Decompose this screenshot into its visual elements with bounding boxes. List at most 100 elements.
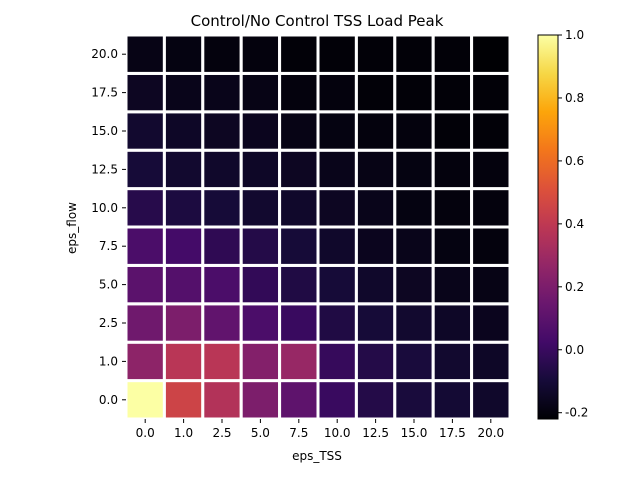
y-tick-label: 10.0	[91, 201, 118, 215]
heatmap-cell-9-2	[201, 33, 243, 75]
x-axis-label: eps_TSS	[292, 449, 342, 463]
heatmap-cell-3-4	[278, 263, 320, 306]
heatmap-cell-2-8	[431, 302, 474, 344]
x-tick-label: 5.0	[251, 426, 270, 440]
heatmap-cell-2-9	[470, 302, 512, 344]
y-tick-label: 2.5	[99, 316, 118, 330]
heatmap-cell-0-5	[316, 379, 358, 421]
heatmap-cell-1-1	[162, 340, 205, 383]
heatmap-cell-2-1	[162, 302, 205, 344]
colorbar-tick-label: 0.8	[565, 91, 584, 105]
heatmap-cell-9-8	[431, 33, 474, 75]
heatmap-cell-6-0	[124, 148, 166, 191]
heatmap-cell-0-4	[278, 379, 320, 421]
y-tick-label: 20.0	[91, 47, 118, 61]
heatmap-cell-5-5	[316, 187, 358, 229]
heatmap-cell-6-3	[239, 148, 282, 191]
heatmap-cell-0-8	[431, 379, 474, 421]
heatmap-cell-6-1	[162, 148, 205, 191]
heatmap-cell-4-2	[201, 225, 243, 267]
colorbar-tick-label: -0.2	[565, 406, 588, 420]
heatmap-cell-7-6	[354, 110, 397, 152]
heatmap-cell-9-9	[470, 33, 512, 75]
heatmap-cell-7-0	[124, 110, 166, 152]
heatmap-cell-2-3	[239, 302, 282, 344]
x-tick-label: 0.0	[136, 426, 155, 440]
heatmap-cell-8-9	[470, 71, 512, 114]
heatmap-cell-6-6	[354, 148, 397, 191]
y-tick-label: 17.5	[91, 86, 118, 100]
y-tick-label: 1.0	[99, 354, 118, 368]
heatmap-cell-0-3	[239, 379, 282, 421]
heatmap-cell-7-4	[278, 110, 320, 152]
heatmap-cell-3-9	[470, 263, 512, 306]
heatmap-cell-3-3	[239, 263, 282, 306]
heatmap-cell-5-4	[278, 187, 320, 229]
heatmap-cell-7-2	[201, 110, 243, 152]
heatmap-cell-6-9	[470, 148, 512, 191]
heatmap-cell-1-8	[431, 340, 474, 383]
x-tick-label: 20.0	[477, 426, 504, 440]
heatmap-cell-4-5	[316, 225, 358, 267]
heatmap-cell-7-9	[470, 110, 512, 152]
heatmap-cell-4-7	[393, 225, 435, 267]
heatmap-cell-2-5	[316, 302, 358, 344]
heatmap-cell-2-0	[124, 302, 166, 344]
heatmap-cell-7-3	[239, 110, 282, 152]
heatmap-cell-1-4	[278, 340, 320, 383]
heatmap-cell-9-0	[124, 33, 166, 75]
heatmap-cell-3-5	[316, 263, 358, 306]
heatmap-cell-0-1	[162, 379, 205, 421]
heatmap-cell-8-2	[201, 71, 243, 114]
chart-title: Control/No Control TSS Load Peak	[191, 12, 444, 30]
y-tick-label: 12.5	[91, 162, 118, 176]
heatmap-cell-5-1	[162, 187, 205, 229]
heatmap-cell-0-2	[201, 379, 243, 421]
heatmap-cell-4-8	[431, 225, 474, 267]
heatmap-cell-5-7	[393, 187, 435, 229]
y-axis-ticks: 0.0 1.0 2.5 5.0 7.5 10.0 12.5 15.0 17.5 20.0	[91, 47, 126, 407]
heatmap-cell-3-6	[354, 263, 397, 306]
heatmap-cell-7-7	[393, 110, 435, 152]
colorbar-gradient	[537, 34, 559, 420]
heatmap-cell-8-0	[124, 71, 166, 114]
heatmap-cells	[124, 33, 512, 421]
colorbar-tick-label: 0.0	[565, 343, 584, 357]
colorbar-tick-label: 0.6	[565, 154, 584, 168]
heatmap-cell-6-2	[201, 148, 243, 191]
heatmap-cell-3-2	[201, 263, 243, 306]
heatmap-cell-1-9	[470, 340, 512, 383]
heatmap-cell-6-8	[431, 148, 474, 191]
heatmap-cell-9-4	[278, 33, 320, 75]
heatmap-cell-1-5	[316, 340, 358, 383]
heatmap-cell-9-6	[354, 33, 397, 75]
heatmap-cell-5-6	[354, 187, 397, 229]
heatmap-cell-6-5	[316, 148, 358, 191]
heatmap-cell-4-6	[354, 225, 397, 267]
heatmap-cell-1-0	[124, 340, 166, 383]
heatmap-cell-8-8	[431, 71, 474, 114]
heatmap-cell-5-2	[201, 187, 243, 229]
x-tick-label: 7.5	[289, 426, 308, 440]
heatmap-cell-8-1	[162, 71, 205, 114]
heatmap-cell-9-1	[162, 33, 205, 75]
heatmap-cell-1-7	[393, 340, 435, 383]
colorbar: 1.0 0.8 0.6 0.4 0.2 0.0 -0.2	[537, 28, 588, 420]
heatmap-cell-8-4	[278, 71, 320, 114]
colorbar-tick-label: 0.2	[565, 280, 584, 294]
heatmap-cell-0-7	[393, 379, 435, 421]
y-axis-label: eps_flow	[65, 202, 79, 254]
x-tick-label: 15.0	[401, 426, 428, 440]
heatmap-cell-9-7	[393, 33, 435, 75]
heatmap-cell-3-1	[162, 263, 205, 306]
x-tick-label: 1.0	[174, 426, 193, 440]
heatmap-cell-4-4	[278, 225, 320, 267]
x-tick-label: 12.5	[362, 426, 389, 440]
heatmap-cell-1-2	[201, 340, 243, 383]
heatmap-cell-6-7	[393, 148, 435, 191]
heatmap-cell-7-5	[316, 110, 358, 152]
heatmap-cell-9-3	[239, 33, 282, 75]
y-tick-label: 0.0	[99, 393, 118, 407]
heatmap-cell-6-4	[278, 148, 320, 191]
